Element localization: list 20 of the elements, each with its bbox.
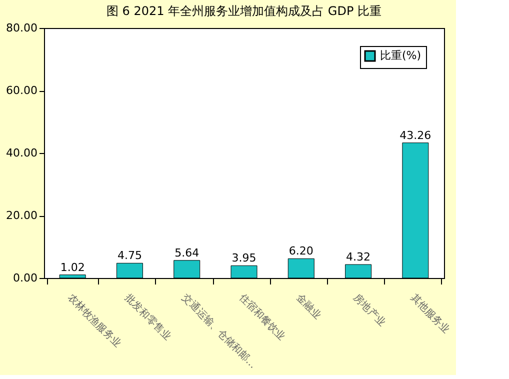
x-tick-label: 其他服务业 xyxy=(408,292,452,336)
y-tick-label: 40.00 xyxy=(6,146,38,160)
text: 43.26 xyxy=(400,128,432,142)
y-tick-label: 0.00 xyxy=(13,272,38,284)
x-tick-label: 金融业 xyxy=(294,292,324,322)
y-tick-label: 20.00 xyxy=(6,209,38,222)
x-tick-label: 房地产业 xyxy=(351,292,388,329)
text: 4.75 xyxy=(117,249,142,262)
x-tick-label: 农林牧渔服务业 xyxy=(65,292,124,350)
text: 4.32 xyxy=(346,250,371,264)
y-tick-label: 60.00 xyxy=(6,84,38,97)
x-tick-label: 住宿和餐饮业 xyxy=(236,292,288,343)
y-tick-label: 80.00 xyxy=(6,22,38,34)
text: 5.64 xyxy=(174,246,200,260)
text: 6.20 xyxy=(288,244,314,258)
text: 3.95 xyxy=(232,252,256,265)
x-tick-label: 批发和零售业 xyxy=(122,292,174,343)
text: 1.02 xyxy=(60,260,85,274)
legend-label: 比重(%) xyxy=(380,49,422,62)
chart-title: 图 6 2021 年全州服务业增加值构成及占 GDP 比重 xyxy=(106,4,382,18)
